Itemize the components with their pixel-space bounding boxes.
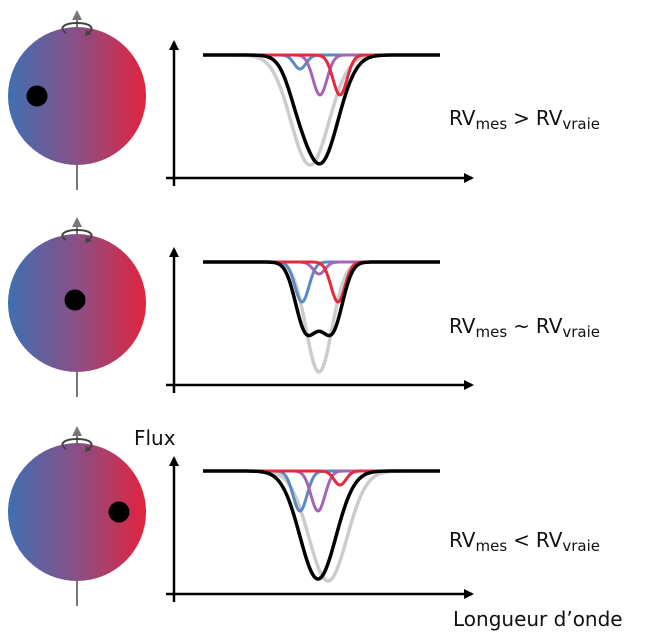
rotation-arrow-icon	[61, 228, 93, 241]
panel-1	[8, 10, 474, 190]
total-profile-line	[203, 53, 440, 166]
star-spot	[26, 85, 48, 107]
rv-mes-label: RV	[449, 106, 476, 130]
star-disk	[8, 27, 146, 165]
rotation-arrowhead-icon	[85, 446, 92, 452]
rv-vraie-subscript: vraie	[562, 537, 601, 556]
wavelength-axis-label: Longueur d’onde	[453, 607, 623, 631]
rv-relation-3: RVmes < RVvraie	[449, 530, 600, 554]
rv-relation-1: RVmes > RVvraie	[449, 108, 600, 132]
rv-mes-subscript: mes	[475, 323, 508, 342]
violet-component-line	[203, 469, 440, 513]
total-profile-line	[203, 260, 440, 338]
red-component-line	[203, 53, 440, 97]
panel-2	[8, 217, 474, 397]
unspotted-profile-line	[203, 260, 440, 374]
unspotted-profile-line	[203, 469, 440, 583]
star-spot	[108, 501, 130, 523]
rotation-arrow-icon	[61, 437, 93, 450]
rotation-arrow-icon	[61, 21, 93, 34]
rv-vraie-label: RV	[535, 528, 563, 552]
rv-mes-subscript: mes	[475, 115, 508, 134]
relation-operator: ~	[513, 314, 530, 338]
star-disk	[8, 443, 146, 581]
relation-operator: <	[513, 528, 530, 552]
rotation-arrowhead-icon	[85, 30, 92, 36]
star-spot	[64, 289, 86, 311]
rotation-arrowhead-icon	[85, 237, 92, 243]
rv-vraie-label: RV	[535, 106, 563, 130]
rv-vraie-subscript: vraie	[562, 115, 601, 134]
rv-mes-subscript: mes	[475, 537, 508, 556]
rv-relation-2: RVmes ~ RVvraie	[449, 316, 600, 340]
flux-axis-label: Flux	[134, 426, 176, 450]
unspotted-profile-line	[203, 53, 440, 167]
rv-mes-label: RV	[449, 528, 476, 552]
rv-vraie-subscript: vraie	[562, 323, 601, 342]
rv-mes-label: RV	[449, 314, 476, 338]
rv-vraie-label: RV	[535, 314, 563, 338]
panel-3	[8, 426, 474, 606]
blue-component-line	[203, 260, 440, 304]
violet-component-line	[203, 53, 440, 97]
red-component-line	[203, 469, 440, 487]
relation-operator: >	[513, 106, 530, 130]
red-component-line	[203, 260, 440, 304]
total-profile-line	[203, 469, 440, 581]
